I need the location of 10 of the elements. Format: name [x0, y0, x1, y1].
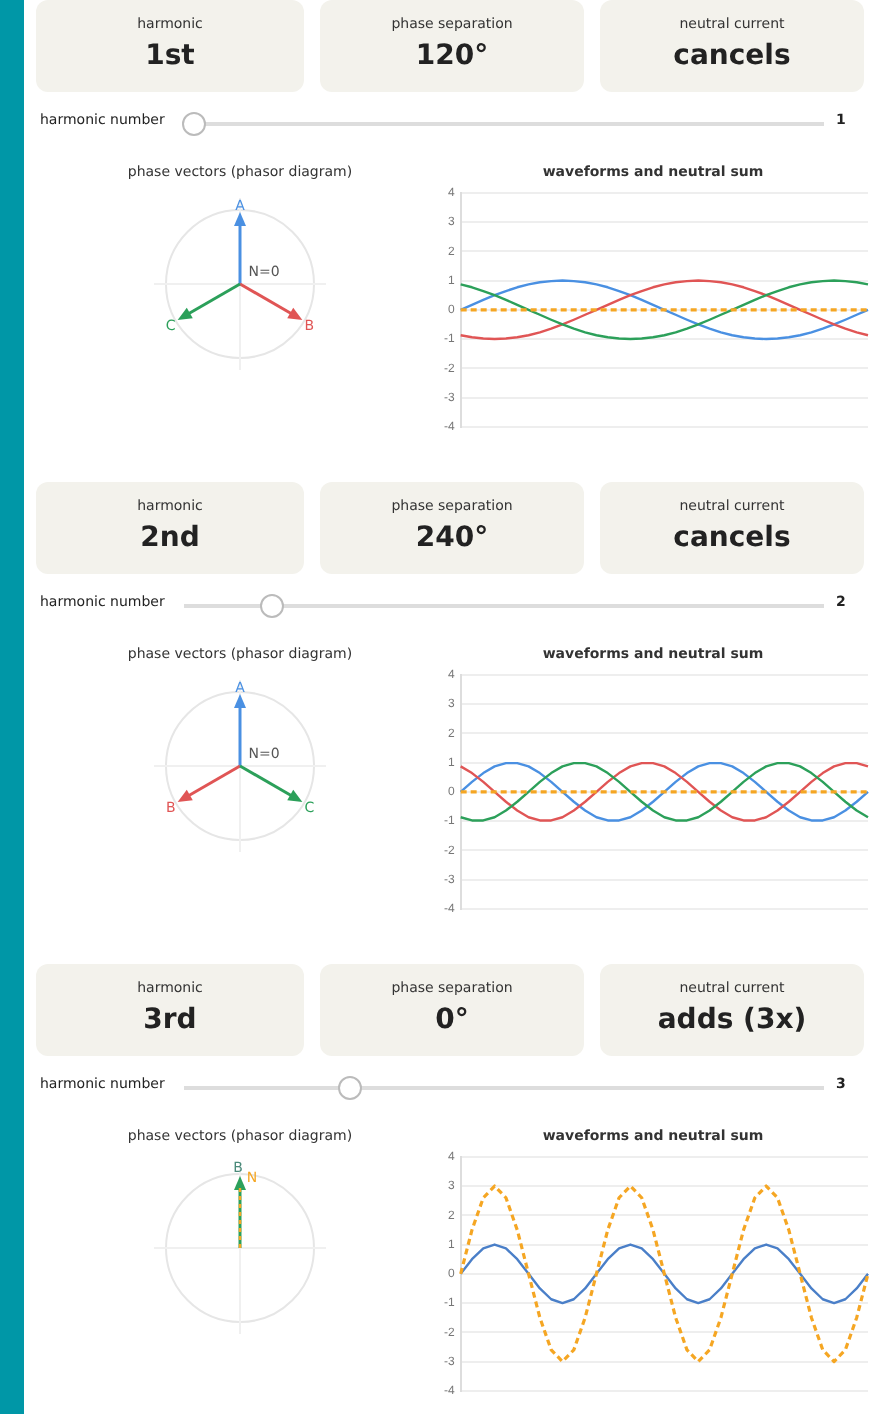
text: 0° — [433, 1004, 471, 1036]
text: adds (3x) — [655, 1004, 809, 1036]
text: cancels — [671, 522, 793, 554]
text: 1st — [143, 40, 197, 72]
text: cancels — [671, 40, 793, 72]
text: 240° — [413, 522, 491, 554]
text: 120° — [413, 40, 491, 72]
text: 3rd — [141, 1004, 199, 1036]
text: 2nd — [138, 522, 202, 554]
line-series — [459, 1184, 870, 1364]
